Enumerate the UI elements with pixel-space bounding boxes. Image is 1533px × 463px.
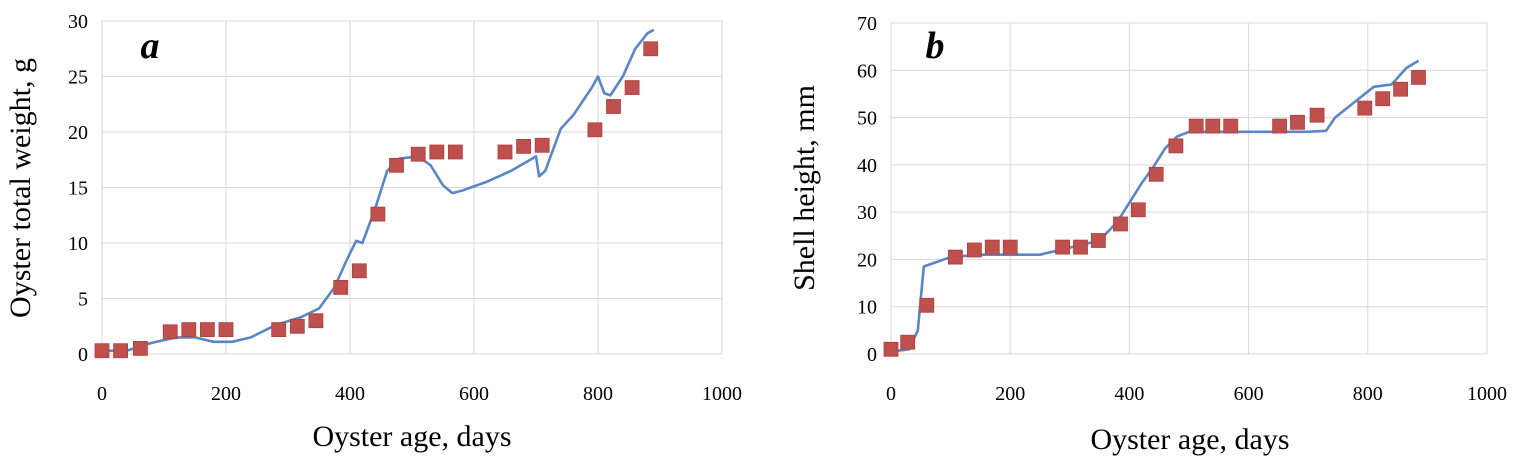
x-tick-label: 800 bbox=[583, 383, 613, 405]
y-tick-label: 20 bbox=[68, 122, 88, 144]
observed-data-point bbox=[516, 138, 531, 154]
x-tick-label: 0 bbox=[97, 383, 107, 405]
observed-data-point bbox=[967, 242, 982, 258]
x-axis-label: Oyster age, days bbox=[312, 420, 511, 453]
y-tick-label: 60 bbox=[857, 60, 877, 82]
model-curve-line bbox=[890, 59, 1420, 353]
observed-data-point bbox=[900, 334, 916, 350]
observed-data-point bbox=[1168, 138, 1184, 154]
observed-data-point bbox=[1055, 239, 1070, 255]
panel-letter: b bbox=[926, 25, 945, 67]
observed-data-point bbox=[1272, 118, 1287, 134]
chart-panel-a: 0 5 10 15 20 25 30 0 200 400 600 800 1000 Oyster age,… bbox=[4, 11, 742, 453]
y-tick-label: 40 bbox=[857, 155, 877, 177]
observed-data-point bbox=[162, 324, 178, 340]
y-tick-label: 50 bbox=[857, 108, 877, 130]
y-tick-label: 0 bbox=[867, 344, 877, 366]
observed-data-point bbox=[1411, 70, 1426, 85]
x-tick-label: 200 bbox=[995, 383, 1025, 405]
observed-data-point bbox=[199, 322, 215, 338]
observed-data-point bbox=[919, 297, 935, 313]
x-tick-label: 0 bbox=[886, 383, 896, 405]
observed-data-point bbox=[497, 144, 513, 160]
observed-data-point bbox=[1188, 118, 1204, 134]
observed-data-point bbox=[1223, 118, 1239, 134]
observed-data-point bbox=[1091, 233, 1106, 248]
x-axis-label: Oyster age, days bbox=[1090, 423, 1289, 456]
observed-data-point bbox=[587, 122, 603, 138]
y-tick-label: 15 bbox=[68, 178, 88, 200]
panel-letter: a bbox=[141, 25, 160, 67]
observed-data-point bbox=[132, 340, 148, 356]
x-tick-label: 600 bbox=[1234, 383, 1264, 405]
observed-data-point bbox=[447, 144, 463, 160]
y-tick-label: 10 bbox=[857, 297, 877, 319]
observed-data-point bbox=[1130, 202, 1146, 218]
observed-data-point bbox=[94, 343, 110, 359]
x-tick-label: 1000 bbox=[1467, 383, 1507, 405]
observed-data-point bbox=[351, 263, 367, 279]
x-tick-label: 1000 bbox=[702, 383, 742, 405]
y-tick-label: 0 bbox=[78, 344, 88, 366]
observed-data-point bbox=[181, 322, 197, 338]
observed-data-point bbox=[271, 322, 287, 338]
y-tick-label: 10 bbox=[68, 233, 88, 255]
observed-data-point bbox=[1205, 118, 1221, 134]
observed-data-point bbox=[1357, 100, 1373, 116]
y-tick-label: 70 bbox=[857, 13, 877, 35]
observed-data-point bbox=[948, 249, 963, 265]
observed-data-point bbox=[289, 318, 305, 334]
plot-area bbox=[890, 22, 1488, 355]
model-curve-line bbox=[102, 28, 655, 353]
y-tick-label: 5 bbox=[78, 289, 88, 311]
observed-data-point bbox=[429, 144, 445, 160]
observed-data-point bbox=[883, 341, 899, 357]
x-tick-label: 400 bbox=[335, 383, 365, 405]
y-tick-label: 30 bbox=[68, 11, 88, 33]
y-axis-label: Oyster total weight, g bbox=[4, 58, 37, 318]
x-tick-label: 800 bbox=[1353, 383, 1383, 405]
x-tick-label: 400 bbox=[1114, 383, 1144, 405]
observed-data-point bbox=[1393, 81, 1408, 97]
observed-data-point bbox=[643, 41, 659, 57]
observed-data-point bbox=[624, 80, 640, 95]
observed-data-point bbox=[113, 343, 128, 359]
x-tick-label: 200 bbox=[211, 383, 241, 405]
observed-data-point bbox=[1113, 216, 1128, 232]
x-tick-label: 600 bbox=[459, 383, 489, 405]
y-tick-label: 30 bbox=[857, 202, 877, 224]
observed-data-point bbox=[606, 99, 621, 114]
observed-data-point bbox=[1290, 114, 1305, 130]
observed-data-point bbox=[389, 157, 404, 173]
observed-data-point bbox=[1148, 166, 1164, 182]
observed-data-point bbox=[218, 322, 234, 338]
y-tick-label: 25 bbox=[68, 67, 88, 89]
y-tick-label: 20 bbox=[857, 249, 877, 271]
observed-data-point bbox=[1002, 239, 1018, 255]
observed-data-point bbox=[1309, 107, 1325, 123]
observed-data-point bbox=[333, 279, 349, 295]
observed-data-point bbox=[1375, 91, 1391, 107]
observed-data-point bbox=[1073, 239, 1088, 255]
observed-data-point bbox=[984, 239, 1000, 255]
y-axis-label: Shell height, mm bbox=[788, 85, 821, 291]
observed-data-point bbox=[534, 137, 550, 153]
observed-data-point bbox=[410, 146, 426, 162]
chart-panel-b: 0 10 20 30 40 50 60 70 0 200 400 600 800 1000 Oyster a… bbox=[788, 13, 1507, 456]
observed-data-point bbox=[308, 313, 324, 329]
observed-data-point bbox=[370, 206, 386, 222]
